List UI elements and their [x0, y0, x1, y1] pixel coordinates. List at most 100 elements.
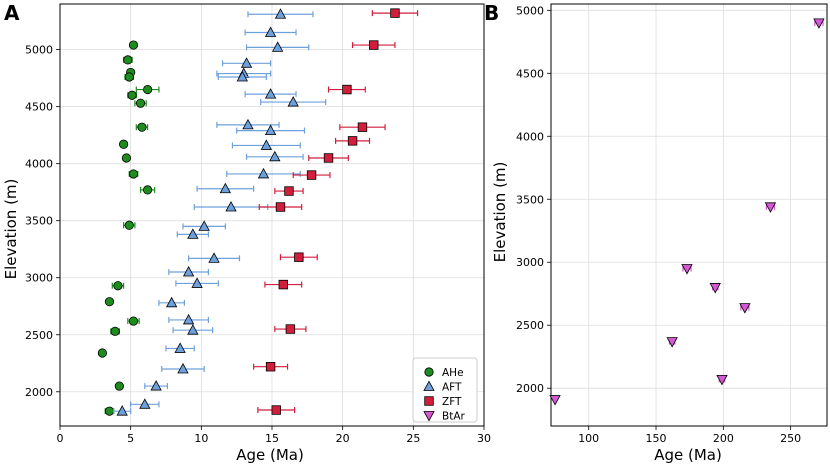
aft-point [271, 41, 284, 52]
aft-point [150, 380, 162, 391]
ahe-point [104, 297, 115, 307]
panel-b-x-tick-label: 250 [780, 432, 801, 445]
zft-point [278, 279, 289, 290]
panel-b-y-tick-label: 5000 [516, 4, 544, 17]
panel-a-x-tick-label: 30 [477, 432, 491, 445]
panel-a-label: A [4, 1, 20, 25]
legend-marker-aft [423, 380, 435, 391]
aft-point [240, 57, 253, 68]
aft-point [174, 342, 186, 353]
aft-point [236, 70, 248, 82]
legend-item-zft: ZFT [424, 396, 462, 408]
panel-a-grid [59, 4, 485, 426]
aft-point [274, 8, 287, 19]
aft-point [264, 88, 277, 99]
panel-b-y-axis-label: Elevation (m) [491, 162, 509, 263]
panel-b-frame [550, 3, 828, 427]
aft-point [182, 313, 195, 325]
panel-b-grid [551, 4, 827, 426]
panel-a-x-tick-label: 0 [57, 432, 64, 445]
series-zft [253, 8, 419, 415]
panel-a-x-tick-label: 20 [336, 432, 350, 445]
panel-a-x-ticks: 0 5 10 15 20 25 30 [57, 426, 491, 445]
legend-label-btar: BtAr [442, 411, 466, 423]
btar-point [739, 303, 751, 314]
panel-a-x-tick-label: 5 [127, 432, 134, 445]
zft-point [369, 40, 379, 50]
panel-b-y-tick-label: 2500 [516, 319, 544, 332]
panel-b-y-tick-label: 4500 [516, 67, 544, 80]
ahe-point [143, 84, 153, 95]
panel-a-y-tick-label: 2500 [25, 329, 53, 342]
panel-a-y-tick-label: 4500 [25, 101, 53, 114]
panel-a-x-axis-label: Age (Ma) [236, 446, 304, 464]
btar-point [549, 395, 561, 406]
panel-a-y-tick-label: 3000 [25, 272, 53, 285]
aft-point [165, 296, 178, 308]
aft-point [198, 220, 210, 231]
legend-marker-btar [423, 411, 435, 422]
panel-b-x-tick-label: 150 [646, 432, 667, 445]
legend-item-btar: BtAr [423, 411, 466, 423]
panel-a-y-tick-label: 3500 [25, 215, 53, 228]
aft-point [269, 150, 281, 162]
ahe-point [124, 220, 134, 230]
ahe-point [128, 169, 139, 179]
legend-item-aft: AFT [423, 380, 462, 394]
btar-point [681, 264, 693, 275]
legend-label-zft: ZFT [442, 396, 462, 408]
panel-b-y-tick-label: 2000 [516, 382, 544, 395]
zft-point [271, 405, 281, 415]
aft-point [139, 398, 151, 409]
zft-point [275, 202, 286, 212]
zft-point [306, 170, 317, 180]
panel-a-data [97, 8, 419, 416]
aft-point [257, 167, 270, 179]
ahe-point [114, 381, 124, 391]
legend-label-ahe: AHe [442, 367, 464, 379]
aft-point [264, 124, 277, 136]
ahe-point [121, 153, 132, 163]
aft-point [187, 228, 199, 239]
legend-marker-ahe [424, 367, 434, 377]
panel-b: B 100 150 200 250 2000 2500 3000 3500 4000 4500 5… [484, 1, 828, 464]
panel-a-x-tick-label: 15 [265, 432, 279, 445]
btar-point [709, 283, 721, 294]
btar-point [813, 18, 825, 29]
aft-point [264, 26, 277, 37]
panel-b-label: B [484, 1, 499, 25]
panel-a-x-tick-label: 10 [194, 432, 208, 445]
panel-b-x-tick-label: 100 [578, 432, 599, 445]
ahe-point [135, 98, 146, 108]
panel-b-y-tick-label: 3000 [516, 256, 544, 269]
panel-a: A 0 5 10 15 20 25 30 2000 2500 3000 3500 4000 4500 5… [2, 1, 491, 464]
aft-point [225, 200, 237, 212]
aft-point [287, 96, 299, 107]
ahe-point [128, 316, 139, 326]
aft-point [177, 362, 189, 374]
panel-a-y-tick-label: 4000 [25, 158, 53, 171]
panel-a-y-ticks: 2000 2500 3000 3500 4000 4500 5000 [25, 44, 60, 399]
panel-b-y-ticks: 2000 2500 3000 3500 4000 4500 5000 [516, 4, 551, 395]
series-aft [113, 8, 327, 416]
zft-point [357, 122, 368, 132]
panel-b-x-ticks: 100 150 200 250 [578, 426, 801, 445]
legend: AHe AFT ZFT BtAr [412, 357, 478, 423]
ahe-point [124, 72, 134, 82]
ahe-point [123, 55, 133, 65]
panel-b-x-tick-label: 200 [713, 432, 734, 445]
panel-b-y-tick-label: 3500 [516, 193, 544, 206]
zft-point [285, 324, 296, 334]
zft-point [390, 8, 400, 18]
ahe-point [128, 40, 139, 50]
ahe-point [143, 185, 153, 195]
btar-point [716, 374, 728, 386]
ahe-point [104, 406, 115, 416]
ahe-point [97, 348, 108, 358]
zft-point [284, 186, 294, 196]
panel-a-y-tick-label: 5000 [25, 44, 53, 57]
ahe-point [110, 326, 120, 336]
series-ahe [97, 40, 160, 416]
aft-point [208, 252, 220, 263]
